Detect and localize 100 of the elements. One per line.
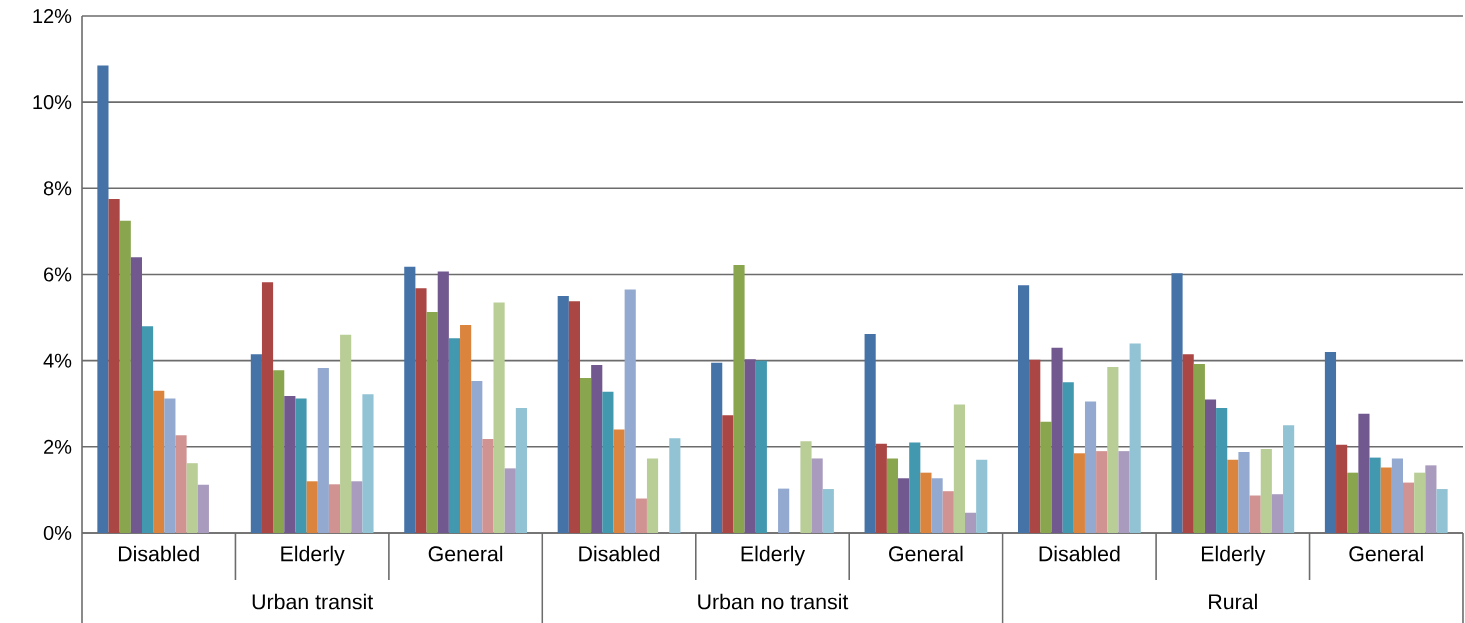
- x-tick-label: Disabled: [1039, 545, 1120, 562]
- bar: [284, 395, 296, 533]
- bar: [898, 478, 910, 533]
- bar: [362, 394, 374, 533]
- bar: [1249, 495, 1261, 533]
- bar: [448, 338, 461, 533]
- bar: [1062, 382, 1074, 533]
- bar: [1380, 467, 1392, 533]
- bar: [1193, 364, 1205, 533]
- bar: [317, 367, 329, 533]
- x-tick-label: General: [428, 545, 503, 562]
- bar: [755, 360, 767, 533]
- bar: [1182, 354, 1194, 533]
- bar: [1336, 444, 1348, 533]
- bar: [568, 301, 580, 533]
- bar: [1347, 472, 1359, 533]
- x-tick-label: Disabled: [579, 545, 660, 562]
- bar: [778, 488, 790, 533]
- bar: [482, 439, 494, 533]
- x-tick-label: Disabled: [118, 545, 199, 562]
- bar: [153, 390, 165, 533]
- bar: [722, 415, 734, 533]
- bar: [119, 220, 131, 533]
- bar: [1260, 448, 1272, 533]
- bar: [744, 359, 756, 533]
- bar: [557, 296, 569, 533]
- text: Urban transit: [252, 593, 374, 610]
- bar: [164, 398, 176, 533]
- x-tick-label: Elderly: [1201, 545, 1266, 566]
- text: Rural: [1209, 593, 1257, 610]
- y-tick-label: 4%: [43, 353, 72, 368]
- y-tick-label: 2%: [44, 439, 72, 454]
- bar: [942, 491, 954, 533]
- bar: [261, 282, 274, 533]
- bar: [1073, 453, 1085, 533]
- y-tick-label: 10%: [33, 95, 72, 110]
- bar: [1084, 401, 1097, 533]
- bar: [1369, 457, 1381, 533]
- bar: [108, 199, 120, 533]
- y-tick-label: 6%: [44, 267, 72, 282]
- bar: [624, 289, 636, 533]
- bar: [953, 404, 965, 533]
- bar: [579, 377, 592, 533]
- x-tick-label: Elderly: [741, 545, 806, 566]
- bar: [250, 354, 262, 533]
- bar: [1040, 421, 1052, 533]
- bar: [811, 458, 823, 533]
- bar: [1204, 399, 1217, 533]
- y-tick-label: 12%: [33, 8, 72, 24]
- bar: [1238, 451, 1250, 533]
- bar: [800, 441, 812, 533]
- bar: [1324, 352, 1337, 533]
- bar: [295, 398, 307, 533]
- bar: [340, 334, 352, 533]
- bar: [602, 391, 614, 533]
- bar: [1425, 465, 1437, 533]
- bar: [711, 362, 723, 533]
- bar: [864, 333, 876, 533]
- bar: [1171, 273, 1183, 533]
- bar: [1216, 408, 1228, 533]
- bar: [1227, 459, 1239, 533]
- bar: [964, 512, 977, 533]
- bar: [1107, 367, 1119, 533]
- bar: [460, 324, 472, 533]
- bar: [1096, 451, 1108, 533]
- bar: [1414, 472, 1426, 533]
- bar: [1436, 489, 1448, 533]
- bar: [351, 481, 363, 533]
- bar: [733, 265, 745, 533]
- bar: [669, 438, 681, 533]
- bar: [130, 257, 142, 533]
- bar: [1283, 425, 1295, 533]
- bar: [437, 271, 449, 533]
- bar: [186, 463, 198, 533]
- bar: [1018, 285, 1030, 533]
- text: Urban no transit: [698, 593, 849, 610]
- bar: [920, 472, 932, 533]
- bar: [175, 435, 187, 533]
- bar: [976, 459, 988, 533]
- bar: [141, 326, 154, 533]
- x-tick-label: Elderly: [281, 545, 345, 566]
- bar: [404, 266, 416, 533]
- bar: [931, 478, 943, 533]
- bar: [1118, 451, 1130, 533]
- bar: [875, 443, 887, 533]
- bar: [273, 370, 285, 533]
- x-tick-label: General: [889, 545, 963, 562]
- bar: [1271, 494, 1284, 533]
- bar: [471, 380, 483, 533]
- bar: [493, 302, 505, 533]
- bar: [822, 489, 834, 533]
- bar: [1358, 413, 1370, 533]
- bar: [591, 364, 603, 533]
- bar: [415, 288, 427, 533]
- y-tick-label: 0%: [43, 525, 72, 541]
- y-tick-label: 8%: [43, 181, 72, 196]
- bar: [1051, 347, 1063, 533]
- bar: [909, 442, 921, 533]
- bar: [328, 484, 341, 533]
- bar: [635, 498, 647, 533]
